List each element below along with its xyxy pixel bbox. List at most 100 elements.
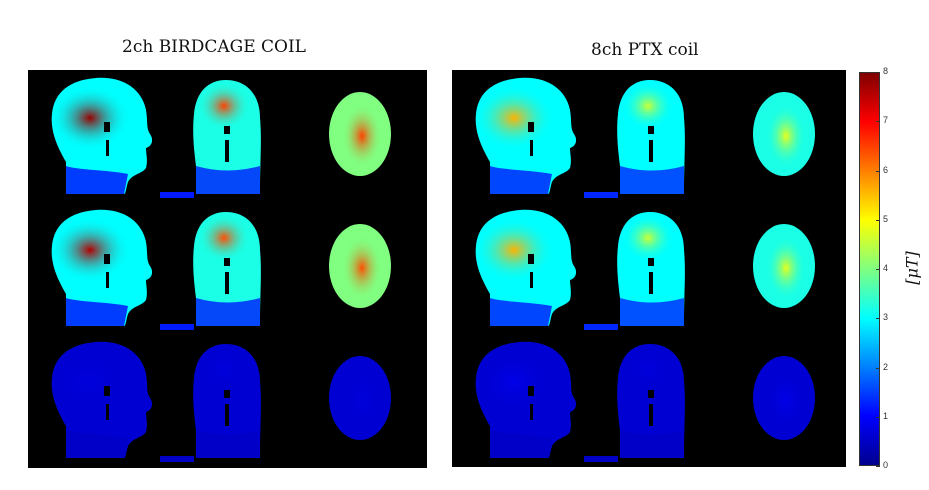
axial-slice [329, 92, 391, 176]
coronal-cavity [649, 140, 653, 162]
sagittal-hotspot [50, 218, 130, 282]
sagittal-cavity [528, 254, 534, 264]
colorbar-tick-label: 1 [883, 410, 889, 421]
ptx-map-panel [452, 70, 846, 467]
sagittal-neck-region [490, 298, 552, 326]
coronal-cavity [224, 258, 230, 266]
coronal-cavity [648, 390, 654, 398]
sagittal-neck-region [490, 430, 552, 458]
coronal-cavity [224, 390, 230, 398]
sagittal-cavity [528, 386, 534, 396]
coronal-slice [584, 212, 685, 330]
colorbar-tick-label: 6 [883, 164, 889, 175]
ptx-map-image [474, 77, 815, 462]
birdcage-map-image [50, 77, 391, 462]
colorbar-tick-mark [876, 367, 880, 369]
colorbar-tick-mark [876, 466, 880, 467]
coronal-neck-region [620, 430, 684, 458]
coronal-slice [160, 344, 261, 462]
axial-hotspot [766, 104, 806, 168]
birdcage-map-panel [28, 70, 427, 468]
map-row [474, 77, 815, 198]
sagittal-cavity [528, 122, 534, 132]
colorbar-tick-mark [876, 416, 880, 418]
coronal-hotspot [622, 82, 674, 130]
axial-hotspot [766, 368, 806, 432]
sagittal-cavity [104, 122, 110, 132]
sagittal-cavity [106, 404, 109, 420]
colorbar-tick-mark [876, 318, 880, 320]
coronal-cavity [649, 272, 653, 294]
sagittal-hotspot [474, 86, 554, 150]
axial-slice [329, 224, 391, 308]
sagittal-cavity [104, 254, 110, 264]
coronal-slice [584, 80, 685, 198]
sagittal-cavity [530, 272, 533, 288]
coronal-hotspot [622, 214, 674, 262]
coronal-hotspot [198, 346, 250, 394]
coronal-hotspot [198, 82, 250, 130]
sagittal-cavity [104, 386, 110, 396]
ptx-coil-title: 8ch PTX coil [591, 40, 699, 60]
birdcage-coil-title: 2ch BIRDCAGE COIL [122, 37, 306, 57]
sagittal-slice [474, 341, 577, 458]
map-row [50, 209, 391, 330]
axial-hotspot [342, 236, 382, 300]
sagittal-cavity [530, 404, 533, 420]
map-row [474, 209, 815, 330]
shoulder-strip [584, 324, 618, 330]
sagittal-hotspot [474, 218, 554, 282]
coronal-neck-region [620, 298, 684, 326]
coronal-hotspot [622, 346, 674, 394]
axial-hotspot [342, 368, 382, 432]
map-row [474, 341, 815, 462]
sagittal-slice [474, 209, 577, 326]
coronal-cavity [648, 126, 654, 134]
sagittal-slice [474, 77, 577, 194]
colorbar-tick-label: 4 [883, 263, 889, 273]
axial-slice [753, 356, 815, 440]
map-row [50, 341, 391, 462]
sagittal-cavity [106, 140, 109, 156]
shoulder-strip [160, 456, 194, 462]
shoulder-strip [584, 192, 618, 198]
coronal-cavity [224, 126, 230, 134]
colorbar-tick-label: 2 [883, 361, 889, 372]
colorbar-tick-label: 0 [883, 460, 889, 470]
sagittal-neck-region [66, 298, 128, 326]
sagittal-hotspot [50, 86, 130, 150]
colorbar-tick-mark [876, 219, 880, 221]
coronal-neck-region [196, 298, 260, 326]
colorbar-tick-label: 8 [883, 66, 889, 76]
sagittal-slice [50, 77, 153, 194]
colorbar-tick-mark [876, 170, 880, 172]
colorbar-tick-mark [876, 121, 880, 123]
sagittal-slice [50, 341, 153, 458]
colorbar-tick-mark [876, 269, 880, 270]
coronal-cavity [225, 404, 229, 426]
sagittal-hotspot [474, 350, 554, 414]
coronal-slice [160, 212, 261, 330]
axial-hotspot [342, 104, 382, 168]
axial-slice [753, 224, 815, 308]
sagittal-neck-region [66, 430, 128, 458]
sagittal-cavity [530, 140, 533, 156]
map-row [50, 77, 391, 198]
coronal-cavity [648, 258, 654, 266]
shoulder-strip [160, 192, 194, 198]
coronal-cavity [649, 404, 653, 426]
colorbar-label: [μT] [902, 251, 922, 285]
shoulder-strip [160, 324, 194, 330]
coronal-neck-region [196, 430, 260, 458]
axial-slice [753, 92, 815, 176]
coronal-cavity [225, 140, 229, 162]
sagittal-hotspot [50, 350, 130, 414]
coronal-cavity [225, 272, 229, 294]
colorbar-tick-label: 7 [883, 115, 889, 126]
coronal-neck-region [196, 166, 260, 194]
sagittal-neck-region [490, 166, 552, 194]
colorbar-tick-label: 3 [883, 312, 889, 323]
coronal-slice [160, 80, 261, 198]
sagittal-slice [50, 209, 153, 326]
coronal-hotspot [198, 214, 250, 262]
